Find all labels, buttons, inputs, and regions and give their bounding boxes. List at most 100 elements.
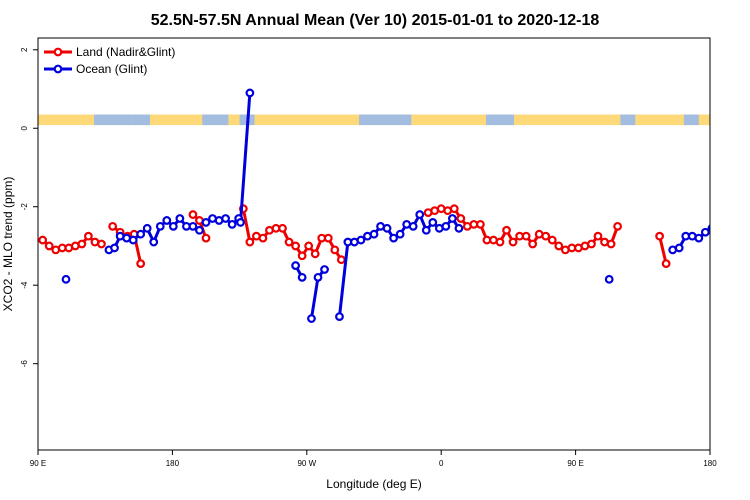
x-axis: 90 E 180 90 W 0 90 E 180 xyxy=(30,450,717,468)
y-axis-label: XCO2 - MLO trend (ppm) xyxy=(1,177,15,312)
y-tick-label: -2 xyxy=(20,203,29,211)
legend-label: Ocean (Glint) xyxy=(76,62,147,76)
data-point xyxy=(221,214,231,223)
data-point xyxy=(291,261,301,270)
data-point xyxy=(258,233,268,243)
data-point xyxy=(389,233,399,243)
data-point xyxy=(149,237,159,247)
data-point xyxy=(128,235,138,245)
data-point xyxy=(310,249,320,259)
data-point xyxy=(369,229,379,239)
series-ocean xyxy=(61,88,729,323)
x-tick-label: 90 E xyxy=(30,459,46,468)
x-axis-label: Longitude (deg E) xyxy=(326,477,421,491)
data-point xyxy=(441,221,451,231)
y-tick-label: -6 xyxy=(20,360,29,368)
y-axis: 2 0 -2 -4 -6 xyxy=(20,47,38,367)
data-point xyxy=(336,255,346,265)
series-line xyxy=(239,92,252,223)
x-tick-label: 180 xyxy=(166,459,180,468)
data-point xyxy=(521,231,531,241)
data-point xyxy=(168,221,178,231)
data-point xyxy=(38,235,48,245)
strip-ocean-band xyxy=(683,114,699,126)
data-point xyxy=(541,231,551,241)
data-point xyxy=(284,237,294,247)
data-point xyxy=(291,241,301,251)
data-point xyxy=(395,229,405,239)
data-point xyxy=(449,204,459,214)
data-point xyxy=(661,259,671,269)
data-point xyxy=(155,221,165,231)
data-point xyxy=(606,239,616,249)
data-point xyxy=(428,218,438,227)
data-point xyxy=(188,221,198,231)
data-point xyxy=(528,239,538,249)
data-point xyxy=(97,239,106,249)
data-point xyxy=(613,221,622,231)
x-tick-label: 180 xyxy=(703,459,717,468)
data-point xyxy=(83,231,93,241)
data-point xyxy=(323,233,333,243)
y-tick-label: 2 xyxy=(20,47,29,52)
data-point xyxy=(674,243,684,253)
y-tick-label: 0 xyxy=(20,125,29,130)
data-point xyxy=(700,227,710,237)
data-point xyxy=(421,225,431,235)
x-tick-label: 90 W xyxy=(297,459,316,468)
data-point xyxy=(44,241,54,251)
data-point xyxy=(304,241,314,251)
data-point xyxy=(278,223,287,233)
series-line xyxy=(658,235,668,264)
x-tick-label: 0 xyxy=(439,459,444,468)
x-tick-label: 90 E xyxy=(567,459,583,468)
data-point xyxy=(456,214,466,223)
data-point xyxy=(382,223,392,233)
chart-title: 52.5N-57.5N Annual Mean (Ver 10) 2015-01… xyxy=(151,12,600,29)
data-point xyxy=(162,216,172,225)
plot-frame xyxy=(37,37,711,451)
data-point xyxy=(448,214,457,223)
data-point xyxy=(201,233,211,243)
data-point xyxy=(722,223,729,230)
data-point xyxy=(587,239,596,249)
data-point xyxy=(593,231,603,241)
y-tick-label: -4 xyxy=(20,281,29,289)
legend-swatch-marker xyxy=(53,64,63,74)
data-point xyxy=(142,223,152,233)
data-point xyxy=(356,235,366,245)
legend: Land (Nadir&Glint) Ocean (Glint) xyxy=(44,45,175,76)
data-point xyxy=(547,235,557,245)
data-point xyxy=(110,243,119,253)
data-point xyxy=(715,239,722,246)
series-layer xyxy=(38,88,729,323)
data-point xyxy=(227,219,237,229)
data-point xyxy=(415,210,425,219)
data-point xyxy=(495,237,505,247)
data-point xyxy=(554,241,564,251)
data-point xyxy=(454,223,464,233)
data-point xyxy=(408,221,418,231)
strip-ocean-band xyxy=(131,114,150,126)
data-point xyxy=(175,214,185,223)
data-point xyxy=(61,274,71,284)
data-point xyxy=(694,233,704,243)
data-point xyxy=(136,229,146,239)
data-point xyxy=(245,237,255,247)
data-point xyxy=(188,210,198,219)
data-point xyxy=(136,259,146,269)
data-point xyxy=(297,272,307,282)
data-point xyxy=(245,88,255,98)
data-point xyxy=(502,225,511,235)
land-ocean-strip xyxy=(38,114,710,126)
strip-ocean-band xyxy=(202,114,229,126)
data-point xyxy=(604,274,614,284)
series-land xyxy=(38,204,671,269)
data-point xyxy=(313,272,323,282)
strip-ocean-band xyxy=(620,114,636,126)
data-point xyxy=(320,265,329,274)
data-point xyxy=(108,221,118,231)
legend-label: Land (Nadir&Glint) xyxy=(76,45,175,59)
strip-ocean-band xyxy=(359,114,412,126)
data-point xyxy=(330,245,340,255)
